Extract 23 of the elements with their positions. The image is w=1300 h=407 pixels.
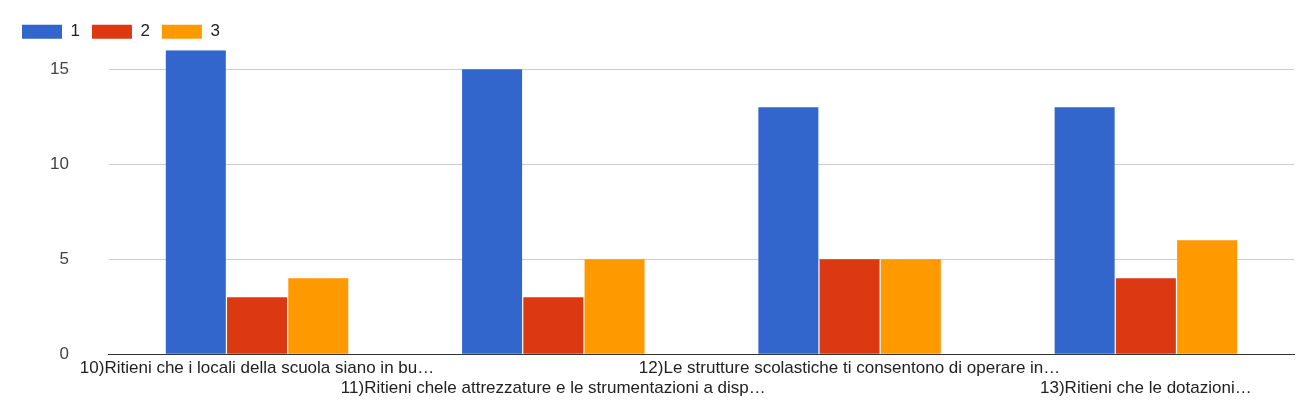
bar xyxy=(288,278,349,354)
legend-label: 2 xyxy=(140,21,150,41)
y-tick-label: 15 xyxy=(49,58,69,78)
bar xyxy=(1115,278,1176,354)
legend-label: 3 xyxy=(210,21,220,41)
bar xyxy=(1177,240,1238,354)
bar xyxy=(462,69,523,354)
y-tick-label: 5 xyxy=(59,248,69,268)
y-tick-label: 0 xyxy=(59,343,69,363)
y-tick-label: 10 xyxy=(49,153,69,173)
bar xyxy=(165,50,226,354)
bar xyxy=(880,259,941,354)
legend-label: 1 xyxy=(70,21,80,41)
x-tick-label: 13)Ritieni che le dotazioni… xyxy=(1040,378,1252,398)
bar xyxy=(1054,107,1115,354)
bar xyxy=(758,107,819,354)
bar xyxy=(523,297,584,354)
bar xyxy=(819,259,880,354)
bar xyxy=(227,297,288,354)
x-tick-label: 11)Ritieni chele attrezzature e le strumentazioni a disp… xyxy=(340,378,766,398)
x-tick-label: 12)Le strutture scolastiche ti consentono di operare in… xyxy=(638,358,1061,378)
x-tick-label: 10)Ritieni che i locali della scuola siano in bu… xyxy=(79,358,435,378)
bar xyxy=(584,259,645,354)
